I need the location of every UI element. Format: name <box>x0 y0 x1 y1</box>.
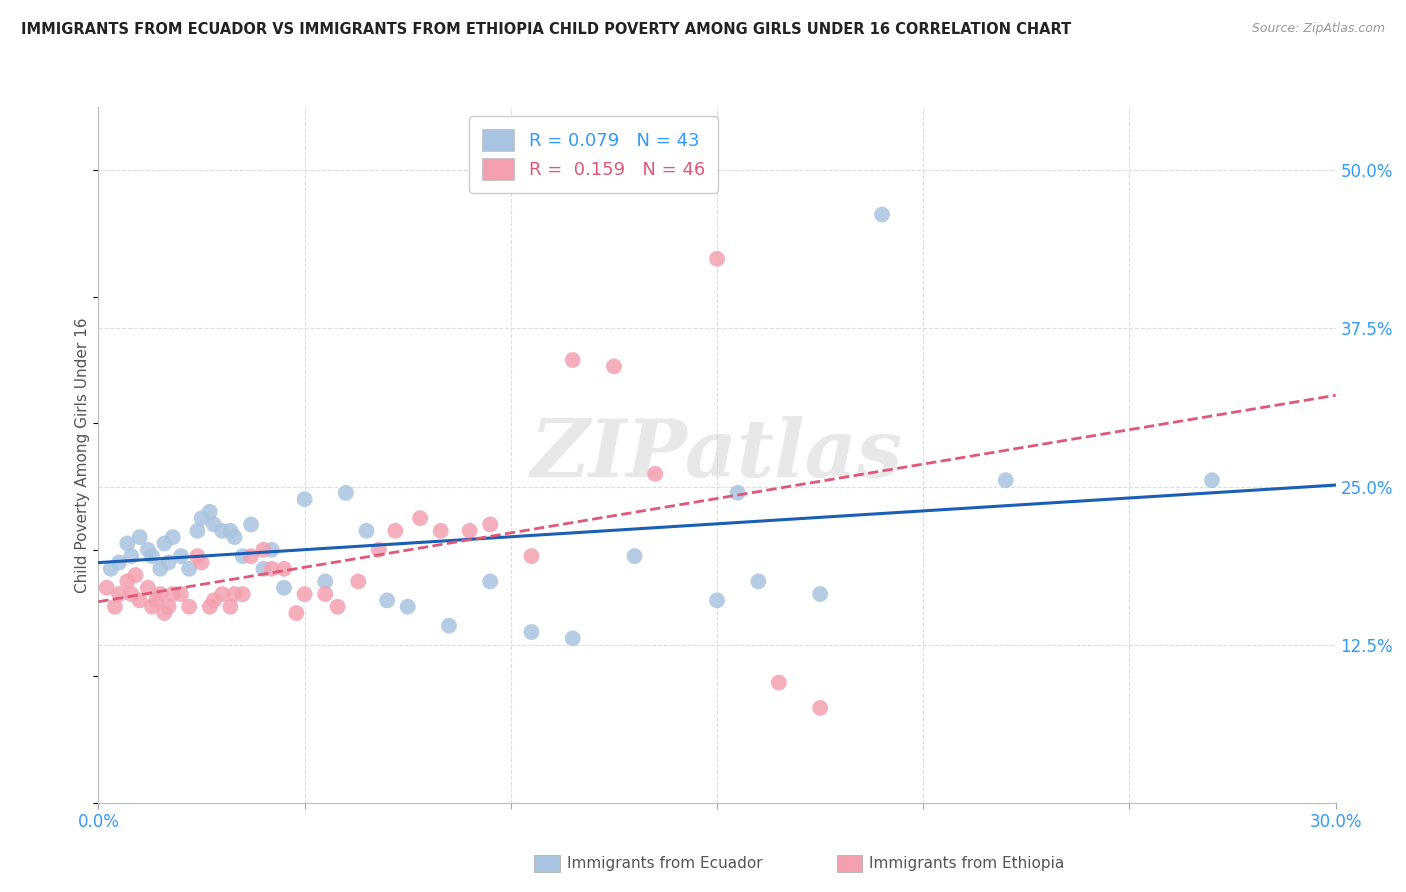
Legend: R = 0.079   N = 43, R =  0.159   N = 46: R = 0.079 N = 43, R = 0.159 N = 46 <box>470 116 717 193</box>
Point <box>561 632 583 646</box>
Point <box>429 524 451 538</box>
Point <box>179 599 201 614</box>
Point <box>179 562 201 576</box>
Point <box>153 536 176 550</box>
Point <box>141 599 163 614</box>
Point <box>727 486 749 500</box>
Point <box>240 517 263 532</box>
Point <box>367 542 389 557</box>
Point <box>202 593 225 607</box>
Point <box>994 473 1017 487</box>
Point <box>198 505 221 519</box>
Text: Immigrants from Ethiopia: Immigrants from Ethiopia <box>869 856 1064 871</box>
Point <box>186 524 208 538</box>
Point <box>162 530 184 544</box>
Point <box>136 581 159 595</box>
Point <box>224 530 246 544</box>
Point <box>96 581 118 595</box>
Point <box>623 549 645 563</box>
Point <box>458 524 481 538</box>
Point <box>232 587 254 601</box>
Point <box>124 568 146 582</box>
Point <box>202 517 225 532</box>
Point <box>157 556 180 570</box>
Point <box>479 574 502 589</box>
Point <box>520 549 543 563</box>
Point <box>120 587 142 601</box>
Point <box>219 599 242 614</box>
Point <box>375 593 398 607</box>
Point <box>335 486 357 500</box>
Point <box>747 574 769 589</box>
Point <box>808 701 831 715</box>
Point <box>260 562 283 576</box>
Point <box>198 599 221 614</box>
Text: Immigrants from Ecuador: Immigrants from Ecuador <box>567 856 762 871</box>
Point <box>326 599 349 614</box>
Point <box>145 593 167 607</box>
Text: ZIPatlas: ZIPatlas <box>531 417 903 493</box>
Point <box>219 524 242 538</box>
Point <box>128 593 150 607</box>
Point <box>285 606 308 620</box>
Point <box>136 542 159 557</box>
Point <box>190 556 212 570</box>
Point <box>232 549 254 563</box>
Point <box>561 353 583 368</box>
Point <box>117 574 139 589</box>
Point <box>396 599 419 614</box>
Point <box>808 587 831 601</box>
Point <box>149 562 172 576</box>
Point <box>153 606 176 620</box>
Point <box>347 574 370 589</box>
Point <box>768 675 790 690</box>
Point <box>870 208 893 222</box>
Point <box>1201 473 1223 487</box>
Point <box>252 542 274 557</box>
Point <box>273 581 295 595</box>
Point <box>314 574 336 589</box>
Point <box>603 359 626 374</box>
Point <box>437 618 460 632</box>
Point <box>294 587 316 601</box>
Point <box>120 549 142 563</box>
Point <box>157 599 180 614</box>
Point <box>104 599 127 614</box>
Y-axis label: Child Poverty Among Girls Under 16: Child Poverty Among Girls Under 16 <box>75 318 90 592</box>
Point <box>273 562 295 576</box>
Point <box>479 517 502 532</box>
Point <box>706 252 728 266</box>
Point <box>706 593 728 607</box>
Point <box>170 549 193 563</box>
Point <box>141 549 163 563</box>
Point <box>644 467 666 481</box>
Point <box>252 562 274 576</box>
Text: IMMIGRANTS FROM ECUADOR VS IMMIGRANTS FROM ETHIOPIA CHILD POVERTY AMONG GIRLS UN: IMMIGRANTS FROM ECUADOR VS IMMIGRANTS FR… <box>21 22 1071 37</box>
Point <box>409 511 432 525</box>
Point <box>211 524 233 538</box>
Point <box>384 524 406 538</box>
Point <box>520 625 543 640</box>
Point <box>224 587 246 601</box>
Point <box>190 511 212 525</box>
Point <box>186 549 208 563</box>
Point <box>294 492 316 507</box>
Point <box>162 587 184 601</box>
Point <box>314 587 336 601</box>
Point <box>108 587 131 601</box>
Point <box>356 524 378 538</box>
Point <box>108 556 131 570</box>
Point <box>117 536 139 550</box>
Point <box>240 549 263 563</box>
Point <box>128 530 150 544</box>
Point <box>211 587 233 601</box>
Point <box>100 562 122 576</box>
Text: Source: ZipAtlas.com: Source: ZipAtlas.com <box>1251 22 1385 36</box>
Point <box>260 542 283 557</box>
Point <box>170 587 193 601</box>
Point <box>149 587 172 601</box>
